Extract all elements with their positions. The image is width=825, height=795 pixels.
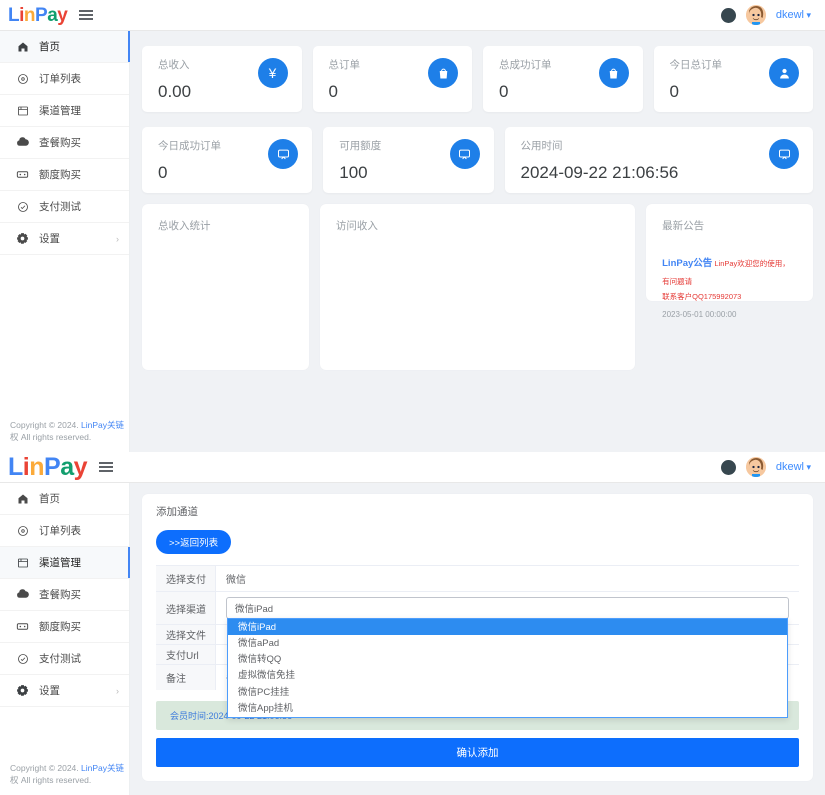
svg-text:¥: ¥ <box>268 65 277 80</box>
